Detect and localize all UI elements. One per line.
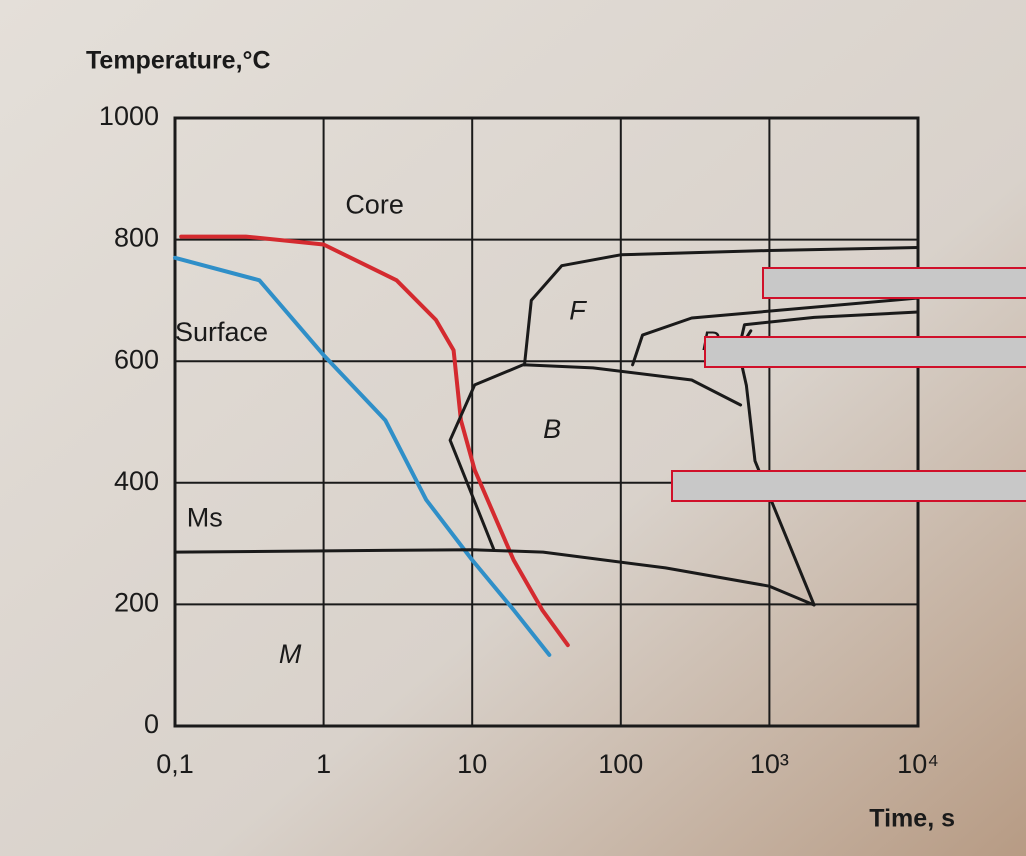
x-tick-label: 10⁴: [897, 749, 939, 779]
x-axis-title: Time, s: [869, 805, 955, 833]
plot-frame: [173, 116, 920, 728]
redaction-box: [671, 470, 1026, 502]
x-tick-label: 10³: [750, 749, 789, 779]
annotation: Ms: [187, 502, 223, 532]
series-line: [173, 255, 552, 657]
series-line: [179, 234, 570, 648]
series-line: [173, 548, 816, 607]
y-tick-label: 400: [114, 466, 159, 496]
x-tick-label: 1: [316, 749, 331, 779]
redaction-box: [762, 267, 1026, 299]
y-axis-title: Temperature,°C: [86, 47, 271, 75]
series-line: [631, 296, 920, 367]
x-tick-label: 100: [598, 749, 643, 779]
redaction-box: [704, 336, 1026, 368]
x-tick-label: 0,1: [156, 749, 194, 779]
annotation: Surface: [175, 317, 268, 347]
y-tick-label: 1000: [99, 101, 159, 131]
annotation: F: [569, 296, 587, 326]
y-tick-label: 0: [144, 709, 159, 739]
annotation: M: [279, 639, 302, 669]
y-tick-label: 600: [114, 344, 159, 374]
series-line: [523, 246, 920, 367]
annotation: Core: [345, 189, 404, 219]
annotation: B: [543, 414, 561, 444]
y-tick-label: 800: [114, 223, 159, 253]
x-tick-label: 10: [457, 749, 487, 779]
series-line: [448, 363, 743, 552]
redaction-boxes: [671, 267, 1026, 502]
y-tick-label: 200: [114, 588, 159, 618]
